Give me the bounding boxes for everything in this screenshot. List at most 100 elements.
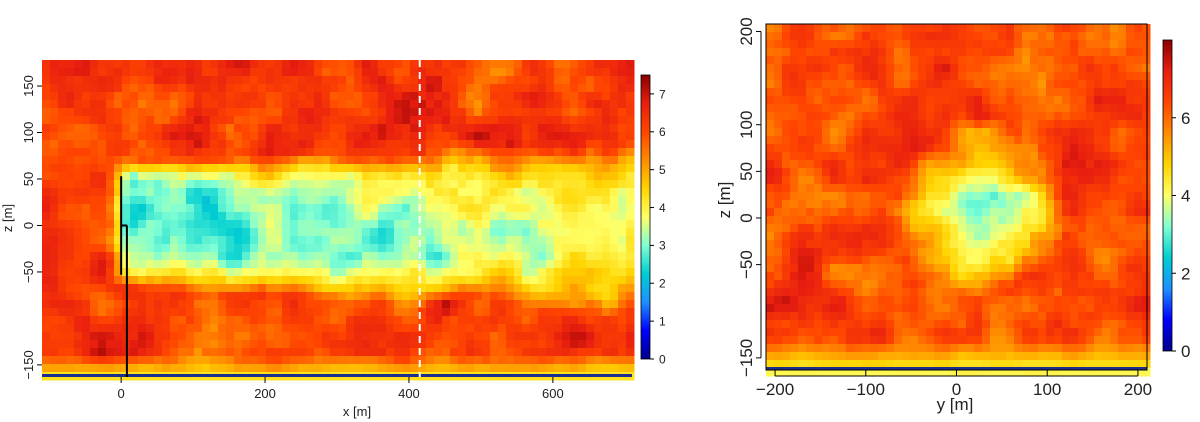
- heatmap-cell: [870, 96, 879, 105]
- heatmap-cell: [338, 316, 347, 325]
- heatmap-cell: [1134, 272, 1143, 281]
- heatmap-cell: [626, 284, 635, 293]
- heatmap-cell: [790, 288, 799, 297]
- heatmap-cell: [250, 164, 259, 173]
- heatmap-cell: [98, 204, 107, 213]
- heatmap-cell: [402, 108, 411, 117]
- heatmap-cell: [50, 108, 59, 117]
- heatmap-cell: [106, 92, 115, 101]
- heatmap-cell: [410, 252, 419, 261]
- heatmap-cell: [1078, 272, 1087, 281]
- heatmap-cell: [162, 252, 171, 261]
- heatmap-cell: [1142, 112, 1151, 121]
- heatmap-cell: [602, 220, 611, 229]
- heatmap-cell: [490, 60, 499, 69]
- heatmap-cell: [790, 104, 799, 113]
- heatmap-cell: [830, 88, 839, 97]
- heatmap-cell: [814, 232, 823, 241]
- heatmap-cell: [346, 204, 355, 213]
- heatmap-cell: [338, 124, 347, 133]
- heatmap-cell: [538, 164, 547, 173]
- heatmap-cell: [354, 76, 363, 85]
- heatmap-cell: [1102, 56, 1111, 65]
- heatmap-cell: [854, 80, 863, 89]
- heatmap-cell: [766, 128, 775, 137]
- heatmap-cell: [1102, 256, 1111, 265]
- heatmap-cell: [466, 180, 475, 189]
- heatmap-cell: [418, 172, 427, 181]
- heatmap-cell: [854, 328, 863, 337]
- heatmap-cell: [370, 308, 379, 317]
- heatmap-cell: [418, 324, 427, 333]
- heatmap-cell: [902, 136, 911, 145]
- heatmap-cell: [90, 68, 99, 77]
- heatmap-cell: [466, 172, 475, 181]
- heatmap-cell: [410, 228, 419, 237]
- heatmap-cell: [950, 144, 959, 153]
- heatmap-cell: [178, 76, 187, 85]
- heatmap-cell: [418, 292, 427, 301]
- heatmap-cell: [1054, 336, 1063, 345]
- heatmap-cell: [1102, 216, 1111, 225]
- heatmap-cell: [298, 140, 307, 149]
- heatmap-cell: [146, 100, 155, 109]
- heatmap-cell: [90, 172, 99, 181]
- heatmap-cell: [530, 364, 539, 373]
- heatmap-cell: [878, 336, 887, 345]
- heatmap-cell: [410, 204, 419, 213]
- colorbar-tick-label: 2: [659, 277, 666, 291]
- heatmap-cell: [378, 268, 387, 277]
- heatmap-cell: [1086, 120, 1095, 129]
- heatmap-cell: [886, 112, 895, 121]
- heatmap-cell: [354, 172, 363, 181]
- heatmap-cell: [1014, 344, 1023, 353]
- heatmap-cell: [926, 264, 935, 273]
- heatmap-cell: [178, 236, 187, 245]
- heatmap-cell: [282, 76, 291, 85]
- heatmap-cell: [538, 204, 547, 213]
- heatmap-cell: [846, 288, 855, 297]
- heatmap-cell: [782, 320, 791, 329]
- heatmap-cell: [838, 168, 847, 177]
- heatmap-cell: [242, 92, 251, 101]
- heatmap-cell: [862, 352, 871, 361]
- heatmap-cell: [934, 144, 943, 153]
- heatmap-cell: [942, 264, 951, 273]
- heatmap-cell: [530, 132, 539, 141]
- heatmap-cell: [162, 316, 171, 325]
- heatmap-cell: [870, 112, 879, 121]
- heatmap-cell: [766, 288, 775, 297]
- heatmap-cell: [594, 196, 603, 205]
- heatmap-cell: [490, 308, 499, 317]
- heatmap-cell: [990, 208, 999, 217]
- heatmap-cell: [466, 196, 475, 205]
- heatmap-cell: [982, 136, 991, 145]
- heatmap-cell: [1030, 224, 1039, 233]
- heatmap-cell: [942, 344, 951, 353]
- heatmap-cell: [594, 204, 603, 213]
- heatmap-cell: [66, 100, 75, 109]
- heatmap-cell: [434, 76, 443, 85]
- heatmap-cell: [618, 324, 627, 333]
- heatmap-cell: [806, 112, 815, 121]
- heatmap-cell: [1126, 264, 1135, 273]
- heatmap-cell: [766, 304, 775, 313]
- heatmap-cell: [242, 332, 251, 341]
- heatmap-cell: [974, 288, 983, 297]
- heatmap-cell: [106, 236, 115, 245]
- heatmap-cell: [774, 24, 783, 33]
- heatmap-cell: [346, 276, 355, 285]
- heatmap-cell: [162, 268, 171, 277]
- heatmap-cell: [58, 292, 67, 301]
- heatmap-cell: [50, 100, 59, 109]
- heatmap-cell: [562, 252, 571, 261]
- heatmap-cell: [218, 332, 227, 341]
- heatmap-cell: [774, 248, 783, 257]
- heatmap-cell: [306, 356, 315, 365]
- heatmap-cell: [338, 332, 347, 341]
- heatmap-cell: [822, 200, 831, 209]
- heatmap-cell: [434, 204, 443, 213]
- heatmap-cell: [586, 236, 595, 245]
- heatmap-cell: [546, 116, 555, 125]
- heatmap-cell: [226, 364, 235, 373]
